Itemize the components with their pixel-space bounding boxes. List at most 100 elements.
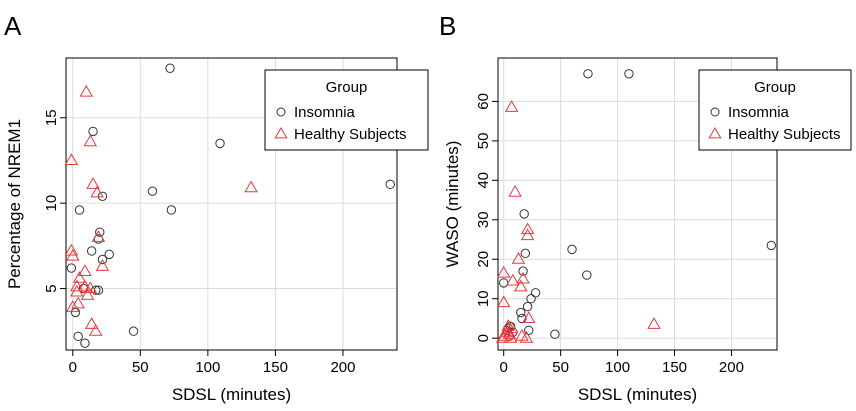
panel-b: B 0 50 100 150 200 0 10 20 30 40 50 60 SDSL (minutes… [439,11,852,404]
y-tick-label: 15 [43,109,60,126]
x-tick-label: 0 [69,359,77,376]
point-healthy-subjects [83,134,98,147]
point-insomnia [93,285,104,295]
point-insomnia [530,288,541,298]
legend: Group Insomnia Healthy Subjects [698,69,852,151]
point-healthy-subjects [498,328,512,341]
point-healthy-subjects [79,84,94,97]
point-healthy-subjects [72,271,87,283]
point-insomnia [520,248,531,259]
point-insomnia [215,138,225,149]
point-healthy-subjects [496,295,511,308]
x-tick-label: 150 [662,359,687,376]
y-tick-label: 40 [475,172,492,189]
point-healthy-subjects [80,288,95,300]
point-insomnia [74,205,85,215]
point-insomnia [86,246,97,256]
point-insomnia [91,285,101,295]
legend-marker-insomnia [276,107,286,117]
point-healthy-subjects [520,228,535,241]
point-healthy-subjects [506,273,520,286]
point-insomnia [385,179,395,190]
y-tick-label: 20 [475,251,492,268]
y-tick-label: 10 [475,290,492,307]
point-insomnia [66,263,77,273]
point-insomnia [147,186,158,196]
point-healthy-subjects [66,248,80,261]
point-insomnia [517,313,527,324]
point-healthy-subjects [516,271,530,284]
point-insomnia [166,205,177,215]
x-tick-label: 100 [605,359,630,376]
y-tick-label: 10 [43,195,60,212]
y-tick-label: 30 [475,211,492,228]
x-tick-label: 0 [500,359,508,376]
panel-a-label: A [4,11,22,41]
point-healthy-subjects [90,185,104,198]
point-healthy-subjects [66,300,80,312]
point-insomnia [583,69,593,79]
point-insomnia [95,227,105,237]
legend-title: Group [326,79,368,96]
point-healthy-subjects [511,252,526,264]
legend-entry-label: Healthy Subjects [728,126,841,143]
y-tick-label: 0 [475,334,492,342]
legend-box [698,69,852,151]
point-insomnia [766,240,777,251]
point-healthy-subjects [495,330,510,343]
point-insomnia [88,126,98,137]
point-insomnia [526,294,536,304]
plot-frame [65,57,398,351]
point-healthy-subjects [78,264,92,276]
point-healthy-subjects [95,259,110,271]
point-insomnia [519,209,529,219]
point-insomnia [165,63,175,73]
x-tick-label: 50 [552,359,569,376]
point-insomnia [624,69,634,79]
point-healthy-subjects [84,317,99,329]
point-healthy-subjects [86,177,100,189]
point-healthy-subjects [496,265,511,278]
point-healthy-subjects [520,222,535,235]
point-insomnia [522,301,533,312]
point-insomnia [582,270,592,280]
point-healthy-subjects [70,279,84,292]
point-insomnia [128,326,139,336]
plot-frame [497,57,778,351]
point-healthy-subjects [83,281,98,294]
point-insomnia [516,307,526,318]
point-healthy-subjects [64,243,79,256]
point-healthy-subjects [521,311,536,323]
y-tick-label: 50 [475,133,492,150]
point-insomnia [524,325,534,335]
legend-marker-insomnia [710,107,720,117]
point-insomnia [97,191,108,202]
point-insomnia [104,249,114,260]
point-healthy-subjects [91,230,106,242]
x-axis-title: SDSL (minutes) [172,385,291,404]
panel-b-label: B [439,11,456,41]
x-axis-title: SDSL (minutes) [578,385,697,404]
y-axis-title: WASO (minutes) [443,141,462,268]
point-healthy-subjects [504,100,519,112]
point-healthy-subjects [70,284,84,297]
point-healthy-subjects [88,324,103,336]
legend-title: Group [754,79,796,96]
legend-entry-label: Insomnia [294,104,356,121]
x-tick-label: 50 [132,359,149,376]
point-insomnia [567,244,577,255]
panel-a-plot: 0 50 100 150 200 5 10 15 SDSL (minutes) Percentag… [5,57,429,404]
point-insomnia [550,329,560,339]
point-healthy-subjects [503,330,518,343]
point-insomnia [73,331,83,342]
legend: Group Insomnia Healthy Subjects [264,69,429,151]
point-healthy-subjects [514,279,528,292]
point-insomnia [518,266,528,276]
point-healthy-subjects [71,296,85,309]
y-tick-label: 60 [475,93,492,110]
point-healthy-subjects [244,180,258,193]
point-insomnia [80,338,90,348]
legend-entry-label: Healthy Subjects [294,126,407,143]
